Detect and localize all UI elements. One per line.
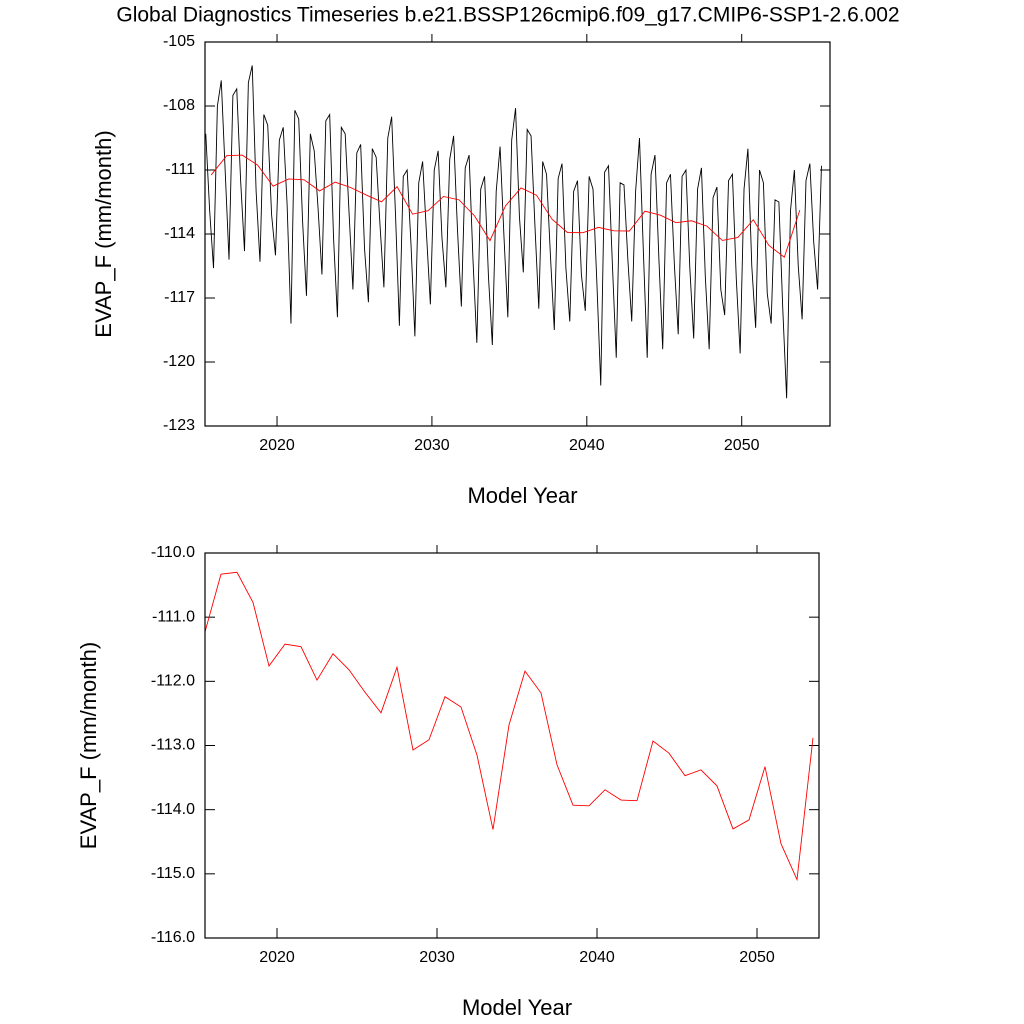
y-tick-label: -110.0 bbox=[151, 544, 195, 561]
x-tick-label: 2040 bbox=[579, 949, 615, 966]
plot-frame bbox=[204, 41, 831, 427]
x-tick-label: 2020 bbox=[259, 949, 295, 966]
y-tick-label: -115.0 bbox=[151, 865, 195, 882]
y-axis-label: EVAP_F (mm/month) bbox=[91, 130, 116, 337]
y-tick-label: -111.0 bbox=[152, 608, 195, 625]
y-tick-label: -105 bbox=[163, 33, 195, 50]
x-tick-label: 2030 bbox=[414, 437, 450, 454]
y-tick-label: -117 bbox=[164, 289, 195, 306]
y-tick-label: -113.0 bbox=[151, 737, 195, 754]
y-tick-label: -123 bbox=[163, 417, 195, 434]
data-line bbox=[205, 65, 822, 399]
y-tick-label: -114 bbox=[164, 225, 195, 242]
y-tick-label: -111 bbox=[165, 161, 195, 178]
x-axis-label: Model Year bbox=[462, 995, 572, 1020]
y-tick-label: -112.0 bbox=[151, 673, 195, 690]
x-tick-label: 2030 bbox=[419, 949, 455, 966]
plot-frame bbox=[204, 552, 820, 939]
data-line bbox=[205, 571, 814, 882]
chart-title: Global Diagnostics Timeseries b.e21.BSSP… bbox=[116, 4, 899, 27]
data-line bbox=[210, 154, 801, 258]
y-tick-label: -114.0 bbox=[151, 801, 195, 818]
y-tick-label: -108 bbox=[163, 97, 195, 114]
x-tick-label: 2040 bbox=[569, 437, 605, 454]
x-tick-label: 2050 bbox=[724, 437, 760, 454]
y-tick-label: -120 bbox=[163, 353, 195, 370]
y-tick-label: -116.0 bbox=[151, 929, 195, 946]
x-tick-label: 2050 bbox=[739, 949, 775, 966]
y-axis-label: EVAP_F (mm/month) bbox=[76, 642, 101, 849]
x-axis-label: Model Year bbox=[467, 483, 577, 508]
x-tick-label: 2020 bbox=[259, 437, 295, 454]
